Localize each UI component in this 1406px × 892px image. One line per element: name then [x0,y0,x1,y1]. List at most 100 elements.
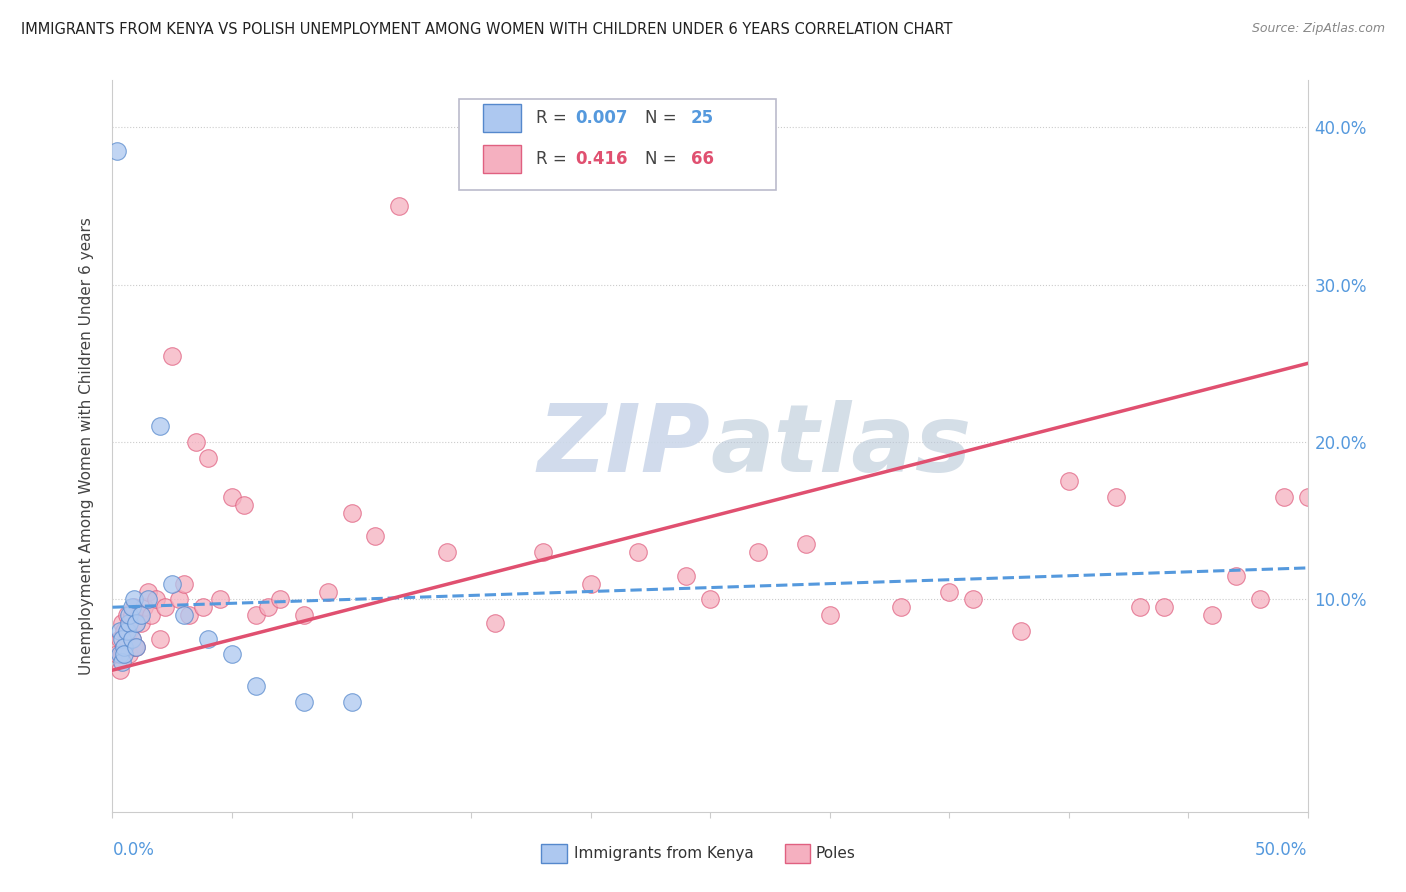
Text: Source: ZipAtlas.com: Source: ZipAtlas.com [1251,22,1385,36]
Point [173,576,195,591]
Point [818,608,841,623]
Text: ZIP: ZIP [537,400,710,492]
Point [118,608,141,623]
Point [169,592,191,607]
Point [138,592,160,607]
Text: Immigrants from Kenya: Immigrants from Kenya [574,847,754,861]
Point [139,608,162,623]
Point [121,632,143,646]
Point [484,615,506,630]
Point [962,592,984,607]
Point [122,592,145,607]
Point [111,632,134,646]
Point [129,608,152,623]
Point [1129,600,1152,615]
Point [257,600,280,615]
Point [177,608,200,623]
Point [245,608,267,623]
Point [1272,490,1295,504]
Point [1105,490,1128,504]
Point [292,695,315,709]
Text: 0.0%: 0.0% [112,841,155,859]
Point [115,608,138,623]
Point [269,592,291,607]
Point [125,615,148,630]
Point [128,608,150,623]
Point [1010,624,1032,638]
Point [193,600,215,615]
Point [145,592,167,607]
Point [118,615,141,630]
Point [108,632,131,646]
Point [111,615,134,630]
Point [292,608,315,623]
Point [125,640,148,654]
Point [245,679,267,693]
Point [153,600,176,615]
Point [627,545,650,559]
Point [114,624,135,638]
Point [579,576,602,591]
Point [121,608,143,623]
Point [138,584,160,599]
Point [125,615,148,630]
Point [209,592,232,607]
Text: IMMIGRANTS FROM KENYA VS POLISH UNEMPLOYMENT AMONG WOMEN WITH CHILDREN UNDER 6 Y: IMMIGRANTS FROM KENYA VS POLISH UNEMPLOY… [21,22,953,37]
Point [1249,592,1271,607]
Point [938,584,960,599]
Point [121,600,143,615]
Point [340,695,363,709]
Text: 0.416: 0.416 [575,150,627,168]
Point [108,624,131,638]
Point [186,435,208,450]
Point [1057,475,1080,489]
Point [105,648,128,662]
Text: atlas: atlas [710,400,972,492]
Point [675,568,697,582]
Text: 25: 25 [690,110,714,128]
Text: Poles: Poles [815,847,855,861]
Point [115,624,138,638]
Point [436,545,458,559]
Text: N =: N = [645,110,682,128]
Point [233,498,256,512]
Point [121,632,143,646]
FancyBboxPatch shape [458,99,776,190]
Bar [484,145,522,172]
Y-axis label: Unemployment Among Women with Children Under 6 years: Unemployment Among Women with Children U… [79,217,94,675]
Point [111,655,134,669]
Point [699,592,721,607]
Point [114,648,135,662]
Point [132,600,155,615]
Text: N =: N = [645,150,682,168]
Point [1296,490,1319,504]
Point [531,545,554,559]
Point [162,349,183,363]
Point [108,663,131,677]
Text: 50.0%: 50.0% [1256,841,1308,859]
Point [108,648,131,662]
Text: R =: R = [536,150,572,168]
Point [221,648,243,662]
Point [114,640,135,654]
Point [340,506,363,520]
Point [1201,608,1223,623]
Point [197,450,219,465]
Point [747,545,769,559]
Point [364,529,387,543]
Point [162,576,183,591]
Point [197,632,219,646]
Point [221,490,243,504]
Point [794,537,817,551]
Point [114,640,135,654]
Bar [484,104,522,132]
Point [122,600,145,615]
Point [890,600,912,615]
Point [122,640,145,654]
Point [316,584,339,599]
Point [115,632,138,646]
Text: 66: 66 [690,150,714,168]
Text: 0.007: 0.007 [575,110,627,128]
Point [1225,568,1247,582]
Point [149,632,172,646]
